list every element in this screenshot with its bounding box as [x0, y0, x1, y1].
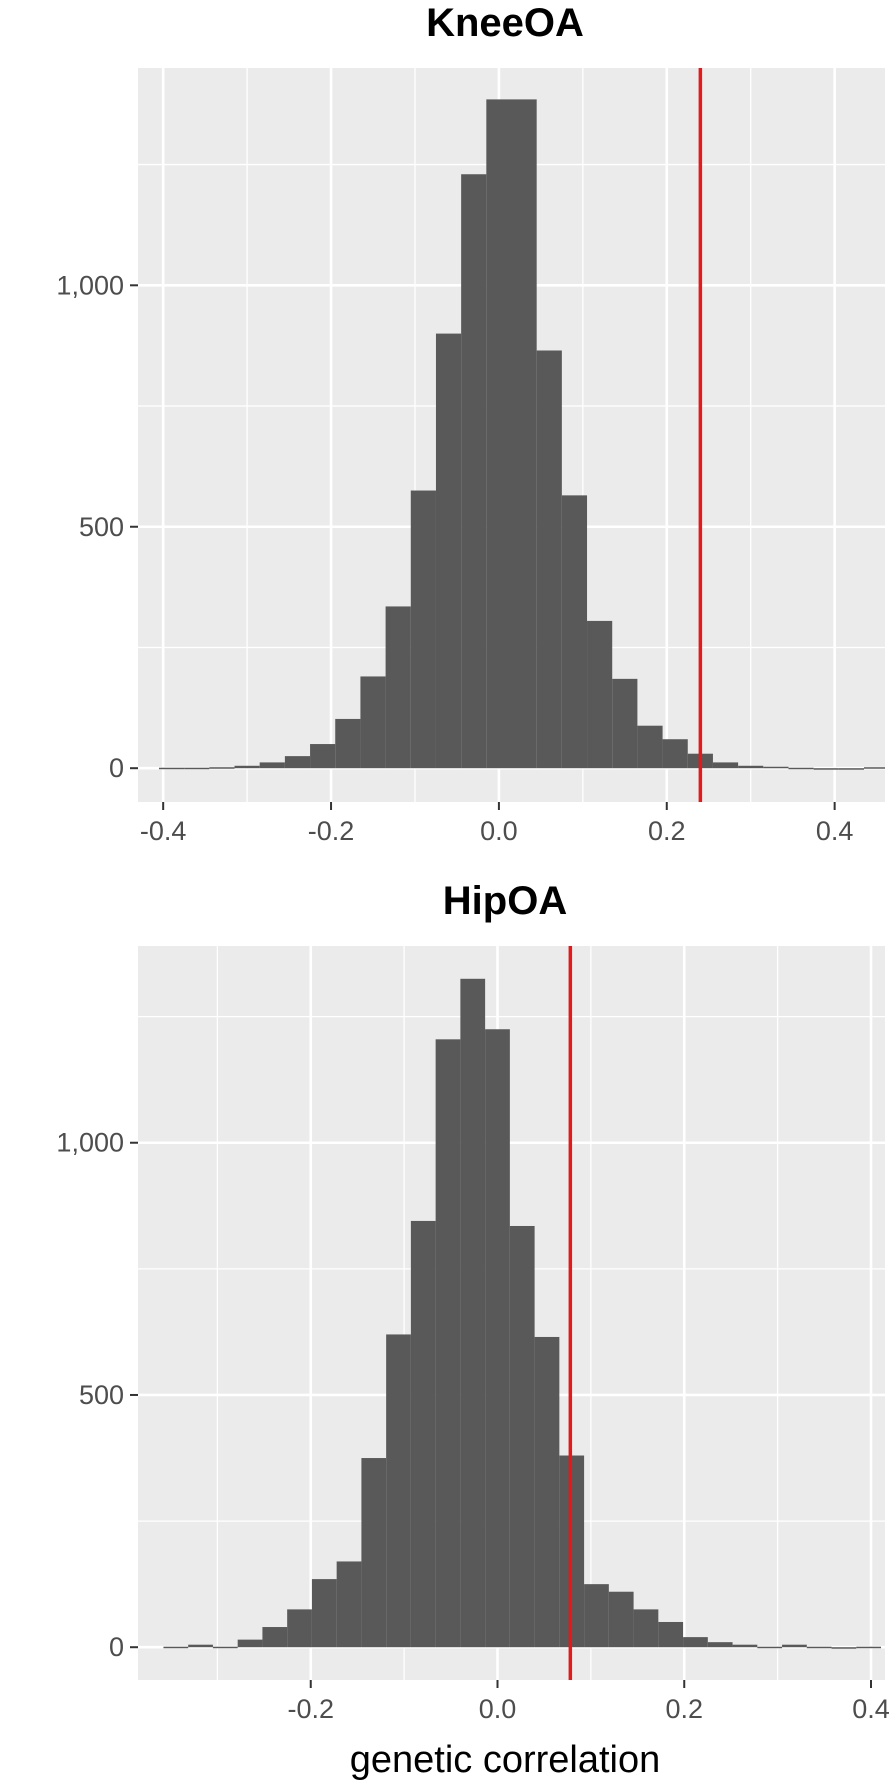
- histogram-bar: [385, 606, 411, 769]
- histogram-bar: [310, 744, 336, 769]
- histogram-bar: [511, 99, 537, 769]
- histogram-bar: [838, 768, 865, 770]
- x-axis-title: genetic correlation: [350, 1739, 661, 1781]
- histogram-bar: [360, 676, 386, 769]
- histogram-bar: [435, 1039, 461, 1648]
- panel-title: HipOA: [443, 879, 567, 923]
- histogram-bar: [831, 1647, 857, 1649]
- histogram-bar: [335, 718, 361, 769]
- x-tick-label: -0.4: [140, 816, 187, 846]
- axes: -0.4 -0.2 0.0 0.2 0.4 0 500 1,000: [56, 270, 853, 846]
- x-tick-label: 0.2: [665, 1694, 703, 1724]
- panel-kneeoa: KneeOA -0.4 -0.2 0.0 0.2 0.4 0 500 1,000: [56, 1, 885, 846]
- histogram-bar: [561, 495, 588, 769]
- histogram-bar: [633, 1609, 659, 1648]
- histogram-bar: [461, 174, 487, 769]
- y-tick-label: 1,000: [56, 1128, 124, 1158]
- histogram-bar: [738, 765, 764, 769]
- histogram-bar: [782, 1644, 807, 1648]
- histogram-bar: [587, 620, 613, 769]
- histogram-bar: [184, 767, 210, 770]
- histogram-bar: [410, 1220, 436, 1648]
- histogram-bar: [485, 1029, 510, 1648]
- histogram-bar: [534, 1336, 560, 1648]
- histogram-bar: [386, 1334, 411, 1648]
- histogram-bars: [163, 978, 882, 1649]
- y-tick-label: 500: [79, 1380, 124, 1410]
- histogram-bar: [757, 1646, 783, 1649]
- x-tick-label: 0.4: [852, 1694, 890, 1724]
- y-tick-label: 500: [79, 512, 124, 542]
- histogram-bar: [237, 1639, 263, 1648]
- histogram-bar: [163, 1646, 189, 1649]
- histogram-bar: [683, 1637, 708, 1648]
- histogram-bar: [209, 767, 235, 769]
- histogram-bar: [410, 490, 436, 769]
- histogram-bar: [311, 1579, 337, 1648]
- histogram-bar: [806, 1646, 832, 1649]
- x-tick-label: 0.2: [648, 816, 686, 846]
- histogram-bar: [813, 768, 839, 770]
- histogram-bar: [262, 1627, 288, 1648]
- histogram-bar: [658, 1621, 684, 1648]
- histogram-bar: [662, 739, 688, 769]
- y-tick-label: 0: [109, 1632, 124, 1662]
- histogram-bar: [788, 767, 814, 770]
- histogram-bar: [763, 766, 789, 769]
- histogram-bar: [336, 1561, 362, 1648]
- y-tick-label: 1,000: [56, 270, 124, 300]
- histogram-bars: [158, 99, 885, 770]
- histogram-bar: [259, 762, 285, 769]
- histogram-bar: [188, 1644, 213, 1648]
- x-tick-label: -0.2: [308, 816, 355, 846]
- x-tick-label: 0.4: [816, 816, 854, 846]
- panel-title: KneeOA: [426, 1, 584, 45]
- histogram-bar: [460, 978, 486, 1648]
- x-tick-label: 0.0: [479, 1694, 517, 1724]
- x-tick-label: -0.2: [287, 1694, 334, 1724]
- axes: -0.2 0.0 0.2 0.4 0 500 1,000: [56, 1128, 889, 1724]
- y-tick-label: 0: [109, 753, 124, 783]
- histogram-bar: [584, 1584, 609, 1648]
- panel-hipoa: HipOA -0.2 0.0 0.2 0.4 0 500 1,000: [56, 879, 889, 1724]
- histogram-bar: [234, 765, 260, 769]
- histogram-bar: [864, 767, 885, 769]
- histogram-bar: [361, 1458, 387, 1648]
- histogram-bar: [856, 1646, 882, 1649]
- histogram-bar: [287, 1609, 312, 1648]
- histogram-bar: [536, 350, 562, 769]
- histogram-bar: [608, 1591, 634, 1648]
- histogram-bar: [712, 762, 739, 769]
- x-tick-label: 0.0: [480, 816, 518, 846]
- histogram-bar: [158, 767, 185, 770]
- histogram-bar: [435, 333, 462, 769]
- histogram-bar: [637, 725, 663, 769]
- histogram-bar: [486, 99, 512, 769]
- histogram-bar: [707, 1642, 733, 1648]
- histogram-bar: [732, 1644, 758, 1648]
- histogram-bar: [612, 678, 638, 769]
- histogram-bar: [509, 1225, 535, 1648]
- histogram-bar: [284, 756, 311, 769]
- histogram-bar: [212, 1646, 238, 1649]
